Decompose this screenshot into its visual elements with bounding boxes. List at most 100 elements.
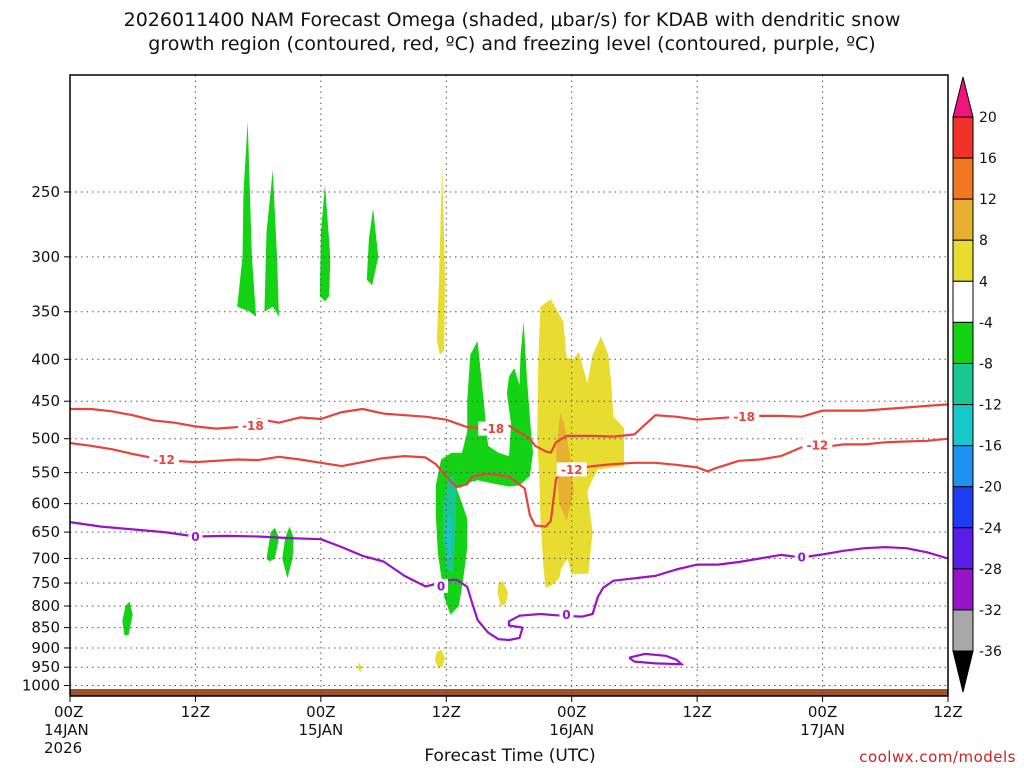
omega-region-1 bbox=[264, 169, 279, 317]
colorbar-segment bbox=[952, 486, 974, 529]
colorbar-label: -16 bbox=[979, 439, 1002, 455]
colorbar-label: -24 bbox=[979, 521, 1002, 537]
colorbar-label: -12 bbox=[979, 398, 1002, 414]
colorbar: 20 16 12 8 4 -4 -8 -12 -16 -20 -24 -28 -32 -36 bbox=[952, 76, 1002, 693]
colorbar-label: -36 bbox=[979, 644, 1002, 660]
x-tick-label: 12Z bbox=[682, 703, 711, 721]
contour-label-bg bbox=[802, 438, 833, 453]
colorbar-label: 20 bbox=[979, 110, 997, 126]
x-tick-label: 14JAN bbox=[44, 721, 89, 739]
y-tick-label: 750 bbox=[31, 574, 60, 592]
x-tick-label: 15JAN bbox=[298, 721, 343, 739]
colorbar-segment bbox=[952, 445, 974, 488]
colorbar-label: -8 bbox=[979, 356, 993, 372]
title-line-2: growth region (contoured, red, ºC) and f… bbox=[148, 33, 876, 55]
y-tick-label: 950 bbox=[31, 658, 60, 676]
contour-label-bg bbox=[188, 529, 203, 544]
contour-label-bg bbox=[434, 578, 449, 593]
contour-label-bg bbox=[478, 421, 509, 436]
colorbar-top-arrow bbox=[952, 76, 974, 118]
x-tick-label: 2026 bbox=[44, 739, 82, 757]
colorbar-label: 8 bbox=[979, 233, 988, 249]
colorbar-segment bbox=[952, 362, 974, 406]
colorbar-label: -32 bbox=[979, 603, 1002, 619]
x-tick-label: 16JAN bbox=[549, 721, 594, 739]
omega-region-10 bbox=[436, 162, 446, 355]
x-axis-label: Forecast Time (UTC) bbox=[424, 746, 596, 766]
x-tick-label: 12Z bbox=[432, 703, 461, 721]
credit-text: coolwx.com/models bbox=[859, 748, 1016, 766]
y-tick-label: 500 bbox=[31, 430, 60, 448]
y-tick-label: 550 bbox=[31, 464, 60, 482]
contour-zero bbox=[69, 521, 949, 642]
x-tick-label: 12Z bbox=[933, 703, 962, 721]
colorbar-segment bbox=[952, 527, 974, 570]
contour-label-bg bbox=[149, 452, 180, 467]
grid-lines bbox=[70, 75, 948, 696]
colorbar-segment bbox=[952, 198, 974, 241]
y-tick-label: 800 bbox=[31, 597, 60, 615]
colorbar-segment bbox=[952, 568, 974, 611]
contour-label-m12: -12 bbox=[153, 453, 175, 467]
omega-region-11 bbox=[537, 299, 624, 588]
omega-region-7 bbox=[435, 321, 533, 615]
contour-label-m12: -12 bbox=[807, 439, 829, 453]
omega-region-4 bbox=[266, 527, 279, 562]
x-tick-label: 00Z bbox=[557, 703, 586, 721]
y-tick-label: 450 bbox=[31, 392, 60, 410]
y-tick-label: 400 bbox=[31, 350, 60, 368]
ground-surface bbox=[70, 689, 948, 696]
y-tick-label: 350 bbox=[31, 303, 60, 321]
colorbar-segment bbox=[952, 404, 974, 447]
contour-m18 bbox=[70, 403, 949, 454]
contour-label-m12: -12 bbox=[561, 463, 583, 477]
omega-region-15 bbox=[357, 662, 362, 673]
y-axis-ticks: 250 300 350 400 450 500 550 600 650 700 750 800 850 9… bbox=[22, 183, 70, 694]
colorbar-label: 4 bbox=[979, 274, 988, 290]
omega-region-0 bbox=[237, 121, 257, 317]
y-tick-label: 300 bbox=[31, 248, 60, 266]
colorbar-label: 12 bbox=[979, 192, 997, 208]
y-tick-label: 900 bbox=[31, 639, 60, 657]
contour-label-bg bbox=[729, 409, 760, 424]
y-tick-label: 850 bbox=[31, 619, 60, 637]
contour-label-zero: 0 bbox=[437, 579, 445, 593]
contour-label-bg bbox=[794, 549, 809, 564]
omega-region-3 bbox=[366, 208, 379, 286]
colorbar-segment bbox=[952, 609, 974, 652]
x-tick-label: 00Z bbox=[306, 703, 335, 721]
colorbar-label: -20 bbox=[979, 480, 1002, 496]
omega-region-5 bbox=[282, 526, 294, 579]
contour-zero-closed bbox=[628, 652, 685, 666]
omega-region-6 bbox=[122, 601, 133, 636]
colorbar-label: -4 bbox=[979, 315, 993, 331]
omega-region-2 bbox=[319, 184, 331, 302]
contour-label-bg bbox=[237, 418, 268, 433]
contour-labels: -18 -18 -18 -12 -12 -12 0 0 0 0 bbox=[149, 409, 833, 622]
colorbar-label: -28 bbox=[979, 562, 1002, 578]
omega-region-13 bbox=[497, 580, 508, 606]
omega-region-14 bbox=[434, 649, 446, 668]
contour-label-m18: -18 bbox=[733, 410, 755, 424]
colorbar-segment bbox=[952, 157, 974, 200]
x-tick-label: 17JAN bbox=[800, 721, 845, 739]
contour-label-bg bbox=[556, 462, 587, 477]
x-tick-label: 12Z bbox=[181, 703, 210, 721]
y-tick-label: 700 bbox=[31, 549, 60, 567]
y-tick-label: 600 bbox=[31, 495, 60, 513]
title-line-1: 2026011400 NAM Forecast Omega (shaded, μ… bbox=[123, 9, 901, 31]
contour-label-zero: 0 bbox=[562, 608, 570, 622]
y-tick-label: 1000 bbox=[22, 676, 60, 694]
contour-label-m18: -18 bbox=[242, 419, 264, 433]
plot-frame bbox=[69, 74, 949, 697]
colorbar-segment bbox=[952, 321, 974, 364]
contour-label-zero: 0 bbox=[797, 550, 805, 564]
colorbar-label: 16 bbox=[979, 151, 997, 167]
contour-lines bbox=[69, 403, 949, 666]
contour-m12 bbox=[69, 437, 949, 528]
x-tick-label: 00Z bbox=[808, 703, 837, 721]
x-tick-label: 00Z bbox=[54, 703, 83, 721]
omega-shading bbox=[122, 121, 624, 673]
colorbar-bottom-arrow bbox=[952, 650, 974, 693]
